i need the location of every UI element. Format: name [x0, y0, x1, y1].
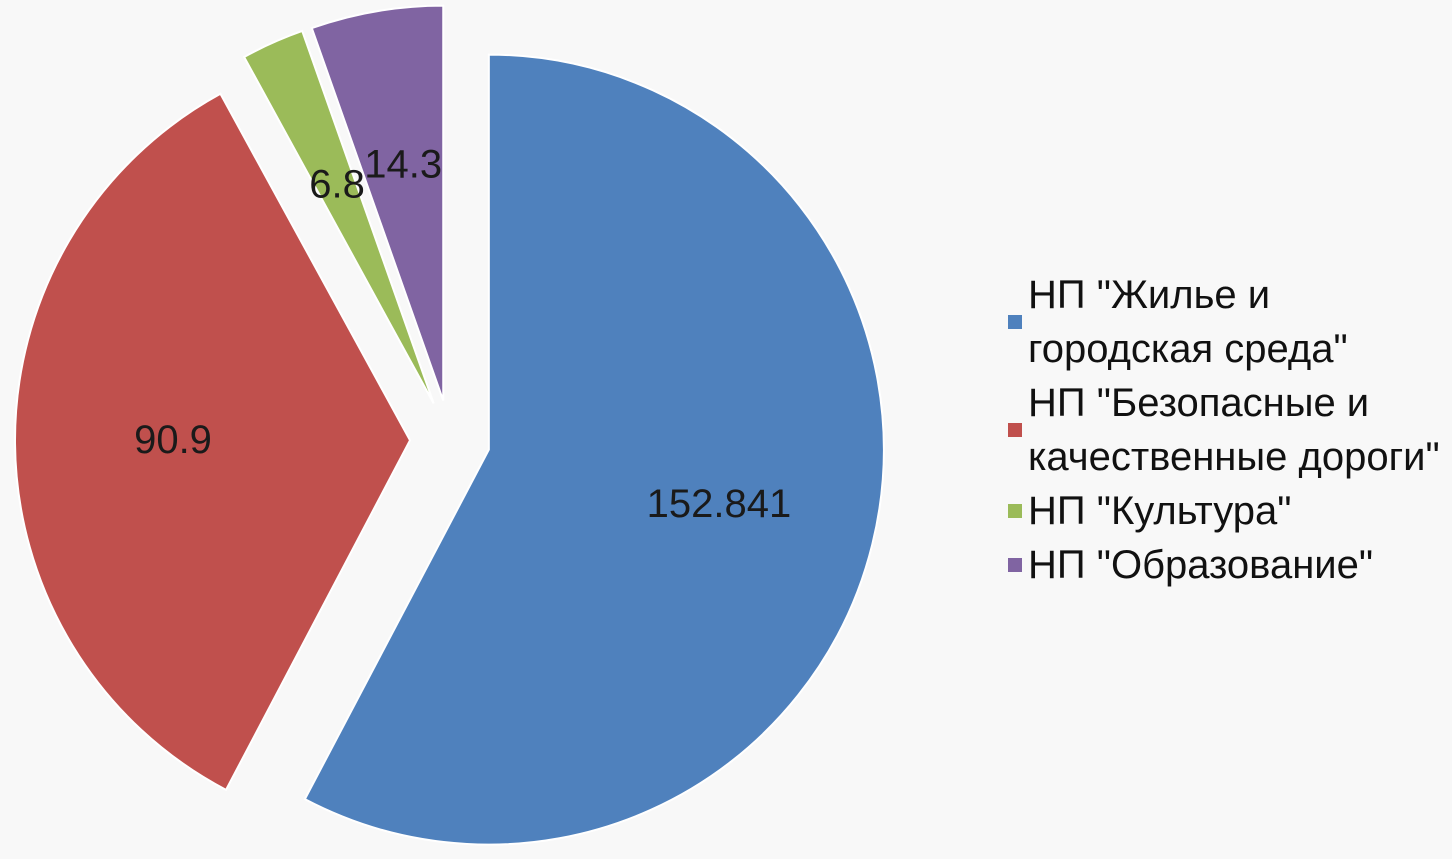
- pie: 152.841 90.9 6.8 14.3: [14, 4, 885, 846]
- legend-label: НП "Жилье и городская среда": [1028, 273, 1348, 371]
- data-label: 6.8: [309, 163, 365, 207]
- legend-label: НП "Безопасные и качественные дороги": [1028, 381, 1440, 479]
- pie-slice: [14, 92, 412, 792]
- legend-entry: НП "Культура": [1008, 484, 1448, 538]
- legend-entry: НП "Жилье и городская среда": [1008, 268, 1448, 376]
- legend-entry: НП "Безопасные и качественные дороги": [1008, 376, 1448, 484]
- pie-slice: [242, 29, 435, 404]
- data-label: 152.841: [647, 482, 792, 526]
- legend: НП "Жилье и городская среда" НП "Безопасн…: [1008, 268, 1448, 592]
- pie-slice: [310, 4, 445, 401]
- legend-label: НП "Культура": [1028, 489, 1292, 533]
- data-label: 90.9: [134, 418, 212, 462]
- legend-entry: НП "Образование": [1008, 538, 1448, 592]
- legend-swatch: [1008, 504, 1022, 518]
- data-label: 14.3: [364, 143, 442, 187]
- pie-slice: [303, 53, 885, 846]
- legend-swatch: [1008, 315, 1022, 329]
- legend-label: НП "Образование": [1028, 543, 1374, 587]
- legend-swatch: [1008, 558, 1022, 572]
- legend-swatch: [1008, 423, 1022, 437]
